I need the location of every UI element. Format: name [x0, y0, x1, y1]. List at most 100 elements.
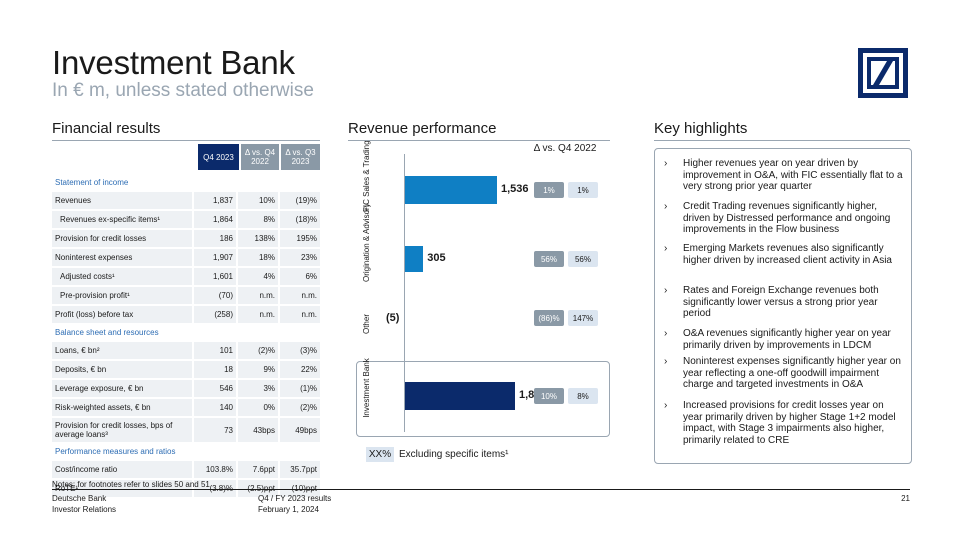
delta-ex-specific-pill: 8%: [568, 388, 598, 404]
footer-org-dept: Investor Relations: [52, 504, 117, 514]
table-row: Cost/income ratio 103.8% 7.6ppt 35.7ppt: [52, 461, 320, 478]
table-row: Provision for credit losses 186 138% 195%: [52, 230, 320, 247]
table-row: Loans, € bn² 101 (2)% (3)%: [52, 342, 320, 359]
chart-axis: [404, 154, 405, 370]
footer-report-title: Q4 / FY 2023 results: [258, 494, 332, 503]
legend-pill: XX%: [366, 447, 394, 462]
row-value: 9%: [236, 361, 278, 378]
delta-ex-specific-pill: 1%: [568, 182, 598, 198]
page-title: Investment Bank: [52, 44, 295, 81]
highlight-item: Credit Trading revenues significantly hi…: [683, 201, 891, 236]
row-value: 10%: [236, 192, 278, 209]
table-section-row: Balance sheet and resources: [52, 325, 320, 340]
key-highlights-box: [654, 148, 912, 464]
row-label: Leverage exposure, € bn: [52, 380, 192, 397]
row-value: 138%: [236, 230, 278, 247]
row-value: 101: [192, 342, 236, 359]
row-label: Revenues: [52, 192, 192, 209]
row-value: 546: [192, 380, 236, 397]
table-row: Risk-weighted assets, € bn 140 0% (2)%: [52, 399, 320, 416]
delta-pill: 10%: [534, 388, 564, 404]
row-value: (2)%: [278, 399, 320, 416]
category-label: Origination & Advisory: [362, 203, 371, 282]
row-label: Adjusted costs¹: [52, 268, 192, 285]
key-highlights-heading: Key highlights: [654, 120, 748, 137]
footer-report-date: February 1, 2024: [258, 504, 319, 514]
delta-header: Δ vs. Q4 2022: [533, 143, 597, 154]
row-value: n.m.: [236, 287, 278, 304]
row-label: Revenues ex-specific items¹: [52, 211, 192, 228]
row-label: Cost/income ratio: [52, 461, 192, 478]
row-value: (258): [192, 306, 236, 323]
row-value: 18%: [236, 249, 278, 266]
table-row: RoTE¹(3.8)%(2.5)ppt(10)ppt: [52, 480, 320, 497]
chevron-right-icon: ›: [664, 158, 668, 169]
row-label: RoTE¹: [52, 480, 192, 497]
row-label: Noninterest expenses: [52, 249, 192, 266]
footer-rule: [52, 489, 910, 490]
row-value: n.m.: [278, 306, 320, 323]
row-value: 7.6ppt: [236, 461, 278, 478]
row-value: 1,601: [192, 268, 236, 285]
footnote: Notes: for footnotes refer to slides 50 …: [52, 480, 210, 489]
chevron-right-icon: ›: [664, 400, 668, 411]
row-value: 4%: [236, 268, 278, 285]
chevron-right-icon: ›: [664, 285, 668, 296]
row-value: 22%: [278, 361, 320, 378]
bar: [405, 246, 424, 272]
revenue-performance-heading: Revenue performance: [348, 120, 497, 137]
page-subtitle: In € m, unless stated otherwise: [52, 80, 314, 101]
row-label: Provision for credit losses, bps of aver…: [52, 418, 192, 442]
chevron-right-icon: ›: [664, 243, 668, 254]
row-value: 186: [192, 230, 236, 247]
total-highlight-box: [356, 361, 610, 437]
revenue-performance-rule: [348, 140, 610, 141]
key-highlights-rule: [654, 140, 910, 141]
row-value: 140: [192, 399, 236, 416]
col-header-delta-q4-2022: Δ vs. Q4 2022: [241, 144, 279, 170]
col-header-delta-q3-2023: Δ vs. Q3 2023: [281, 144, 320, 170]
row-value: 1,864: [192, 211, 236, 228]
section-label: Statement of income: [55, 178, 129, 187]
delta-pill: 56%: [534, 251, 564, 267]
legend-text: Excluding specific items¹: [399, 449, 509, 460]
row-value: 23%: [278, 249, 320, 266]
delta-ex-specific-pill: 56%: [568, 251, 598, 267]
row-value: (10)ppt: [278, 480, 320, 497]
row-label: Loans, € bn²: [52, 342, 192, 359]
row-label: Risk-weighted assets, € bn: [52, 399, 192, 416]
section-label: Balance sheet and resources: [55, 328, 159, 337]
row-label: Provision for credit losses: [52, 230, 192, 247]
bar: [405, 176, 497, 204]
table-row: Revenues 1,837 10% (19)%: [52, 192, 320, 209]
delta-pill: 1%: [534, 182, 564, 198]
table-row: Noninterest expenses 1,907 18% 23%: [52, 249, 320, 266]
row-value: n.m.: [278, 287, 320, 304]
footer-org-name: Deutsche Bank: [52, 494, 107, 503]
row-label: Deposits, € bn: [52, 361, 192, 378]
row-value: (2.5)ppt: [236, 480, 278, 497]
deutsche-bank-logo: [858, 48, 908, 98]
highlight-item: O&A revenues significantly higher year o…: [683, 328, 891, 351]
row-value: (19)%: [278, 192, 320, 209]
row-value: 8%: [236, 211, 278, 228]
table-section-row: Statement of income: [52, 175, 320, 190]
financial-results-heading: Financial results: [52, 120, 161, 137]
bar-value-label: 1,536: [500, 183, 529, 195]
highlight-item: Rates and Foreign Exchange revenues both…: [683, 285, 879, 320]
row-value: 43bps: [236, 418, 278, 442]
col-header-q4-2023: Q4 2023: [198, 144, 239, 170]
category-label: Investment Bank: [362, 358, 371, 418]
row-value: n.m.: [236, 306, 278, 323]
bar-value-label: (5): [386, 312, 400, 324]
chart-axis-total: [404, 366, 405, 432]
row-value: 3%: [236, 380, 278, 397]
highlight-item: Emerging Markets revenues also significa…: [683, 243, 892, 266]
row-value: (3.8)%: [192, 480, 236, 497]
footer-org: Deutsche Bank Investor Relations: [52, 494, 116, 515]
table-row: Provision for credit losses, bps of aver…: [52, 418, 320, 442]
table-row: Pre-provision profit¹ (70) n.m. n.m.: [52, 287, 320, 304]
table-row: Revenues ex-specific items¹ 1,864 8% (18)%: [52, 211, 320, 228]
row-value: (1)%: [278, 380, 320, 397]
row-value: (2)%: [236, 342, 278, 359]
